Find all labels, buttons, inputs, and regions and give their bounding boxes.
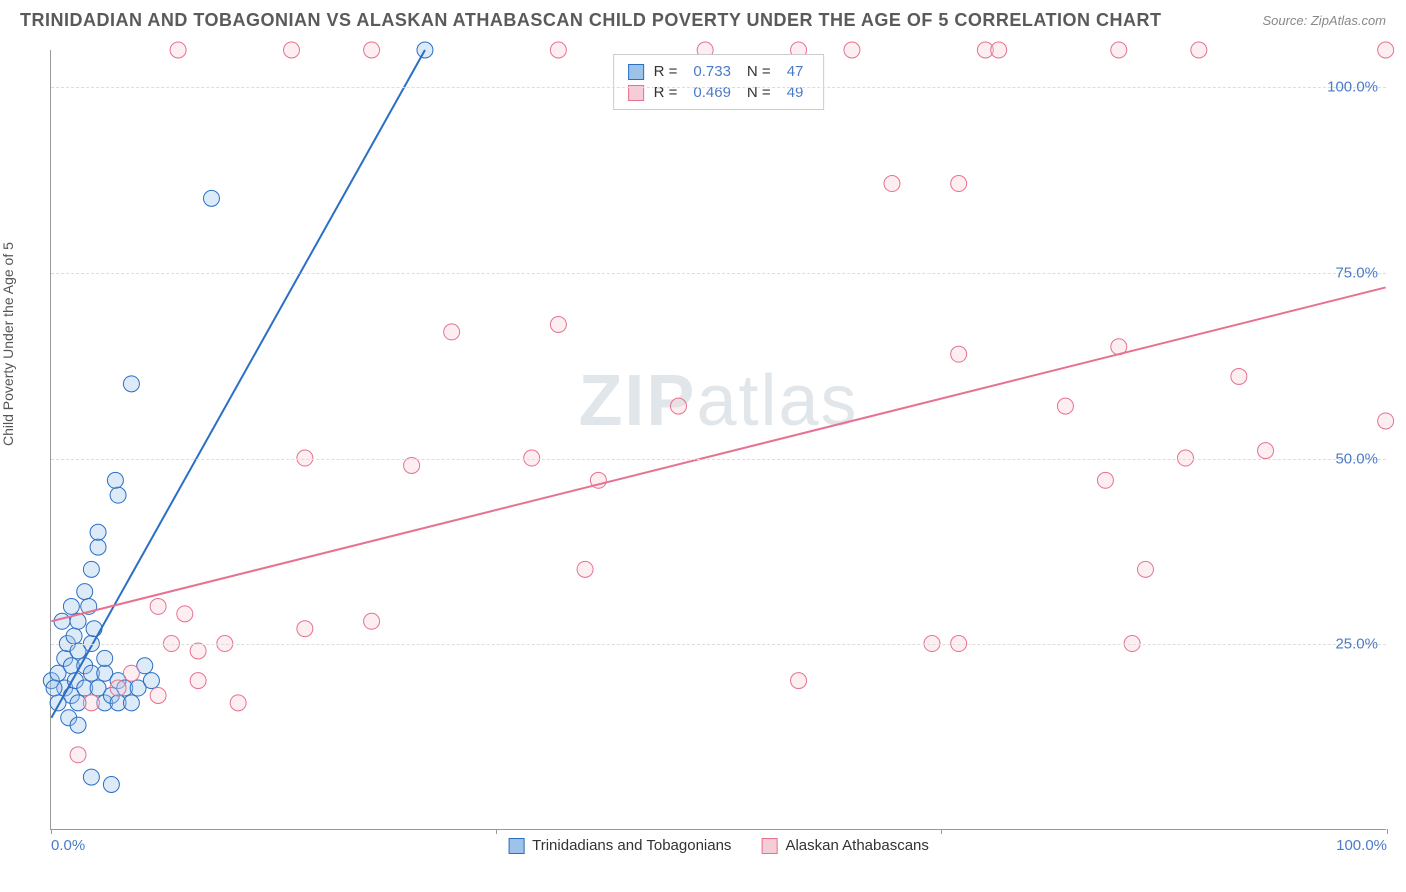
scatter-svg bbox=[51, 50, 1386, 829]
scatter-point bbox=[66, 628, 82, 644]
scatter-point bbox=[577, 561, 593, 577]
scatter-point bbox=[284, 42, 300, 58]
legend-series: Trinidadians and Tobagonians Alaskan Ath… bbox=[508, 837, 929, 854]
scatter-point bbox=[1258, 443, 1274, 459]
scatter-point bbox=[364, 42, 380, 58]
scatter-point bbox=[1231, 368, 1247, 384]
legend-row-blue: R = 0.733 N = 47 bbox=[628, 61, 810, 82]
scatter-point bbox=[1137, 561, 1153, 577]
scatter-point bbox=[86, 621, 102, 637]
scatter-point bbox=[110, 487, 126, 503]
legend-n-label: N = bbox=[747, 63, 771, 80]
grid-line bbox=[51, 273, 1386, 274]
legend-swatch-blue bbox=[508, 838, 524, 854]
chart-header: TRINIDADIAN AND TOBAGONIAN VS ALASKAN AT… bbox=[20, 10, 1386, 31]
scatter-point bbox=[1111, 42, 1127, 58]
legend-correlation: R = 0.733 N = 47 R = 0.469 N = 49 bbox=[613, 54, 825, 110]
scatter-point bbox=[150, 687, 166, 703]
y-tick-label: 100.0% bbox=[1327, 79, 1378, 96]
source-label: Source: ZipAtlas.com bbox=[1262, 13, 1386, 28]
scatter-point bbox=[190, 643, 206, 659]
scatter-point bbox=[550, 42, 566, 58]
scatter-point bbox=[951, 176, 967, 192]
scatter-point bbox=[143, 673, 159, 689]
scatter-point bbox=[1378, 42, 1394, 58]
scatter-point bbox=[107, 472, 123, 488]
scatter-point bbox=[123, 695, 139, 711]
scatter-point bbox=[550, 317, 566, 333]
y-tick-label: 75.0% bbox=[1335, 264, 1378, 281]
scatter-point bbox=[444, 324, 460, 340]
scatter-point bbox=[170, 42, 186, 58]
scatter-point bbox=[203, 190, 219, 206]
x-tick bbox=[496, 829, 497, 834]
scatter-point bbox=[991, 42, 1007, 58]
grid-line bbox=[51, 87, 1386, 88]
scatter-point bbox=[83, 695, 99, 711]
legend-swatch-pink bbox=[761, 838, 777, 854]
legend-label-pink: Alaskan Athabascans bbox=[785, 837, 928, 854]
scatter-point bbox=[791, 673, 807, 689]
scatter-point bbox=[297, 621, 313, 637]
y-axis-label: Child Poverty Under the Age of 5 bbox=[0, 242, 16, 446]
scatter-point bbox=[46, 680, 62, 696]
legend-r-value-blue: 0.733 bbox=[693, 63, 731, 80]
scatter-point bbox=[884, 176, 900, 192]
scatter-point bbox=[90, 539, 106, 555]
x-tick bbox=[941, 829, 942, 834]
x-tick-label: 0.0% bbox=[51, 837, 85, 854]
legend-label-blue: Trinidadians and Tobagonians bbox=[532, 837, 731, 854]
legend-n-value-blue: 47 bbox=[787, 63, 804, 80]
scatter-point bbox=[1097, 472, 1113, 488]
scatter-point bbox=[70, 747, 86, 763]
scatter-point bbox=[951, 346, 967, 362]
legend-item-pink: Alaskan Athabascans bbox=[761, 837, 928, 854]
scatter-point bbox=[90, 524, 106, 540]
scatter-point bbox=[404, 457, 420, 473]
scatter-point bbox=[123, 376, 139, 392]
scatter-point bbox=[177, 606, 193, 622]
scatter-point bbox=[844, 42, 860, 58]
x-tick bbox=[51, 829, 52, 834]
y-tick-label: 25.0% bbox=[1335, 636, 1378, 653]
scatter-point bbox=[230, 695, 246, 711]
scatter-point bbox=[103, 776, 119, 792]
scatter-point bbox=[70, 717, 86, 733]
scatter-point bbox=[63, 598, 79, 614]
x-tick-label: 100.0% bbox=[1336, 837, 1387, 854]
scatter-point bbox=[83, 561, 99, 577]
scatter-point bbox=[190, 673, 206, 689]
scatter-point bbox=[1378, 413, 1394, 429]
grid-line bbox=[51, 644, 1386, 645]
scatter-point bbox=[150, 598, 166, 614]
y-tick-label: 50.0% bbox=[1335, 450, 1378, 467]
chart-title: TRINIDADIAN AND TOBAGONIAN VS ALASKAN AT… bbox=[20, 10, 1162, 31]
legend-row-pink: R = 0.469 N = 49 bbox=[628, 82, 810, 103]
scatter-point bbox=[54, 613, 70, 629]
x-tick bbox=[1387, 829, 1388, 834]
scatter-point bbox=[77, 584, 93, 600]
scatter-point bbox=[670, 398, 686, 414]
scatter-point bbox=[123, 665, 139, 681]
scatter-point bbox=[83, 769, 99, 785]
legend-swatch-blue bbox=[628, 64, 644, 80]
scatter-point bbox=[110, 680, 126, 696]
scatter-point bbox=[364, 613, 380, 629]
scatter-point bbox=[97, 650, 113, 666]
grid-line bbox=[51, 459, 1386, 460]
chart-plot-area: ZIPatlas R = 0.733 N = 47 R = 0.469 N = … bbox=[50, 50, 1386, 830]
legend-r-label: R = bbox=[654, 63, 678, 80]
legend-item-blue: Trinidadians and Tobagonians bbox=[508, 837, 731, 854]
scatter-point bbox=[1191, 42, 1207, 58]
scatter-point bbox=[1057, 398, 1073, 414]
